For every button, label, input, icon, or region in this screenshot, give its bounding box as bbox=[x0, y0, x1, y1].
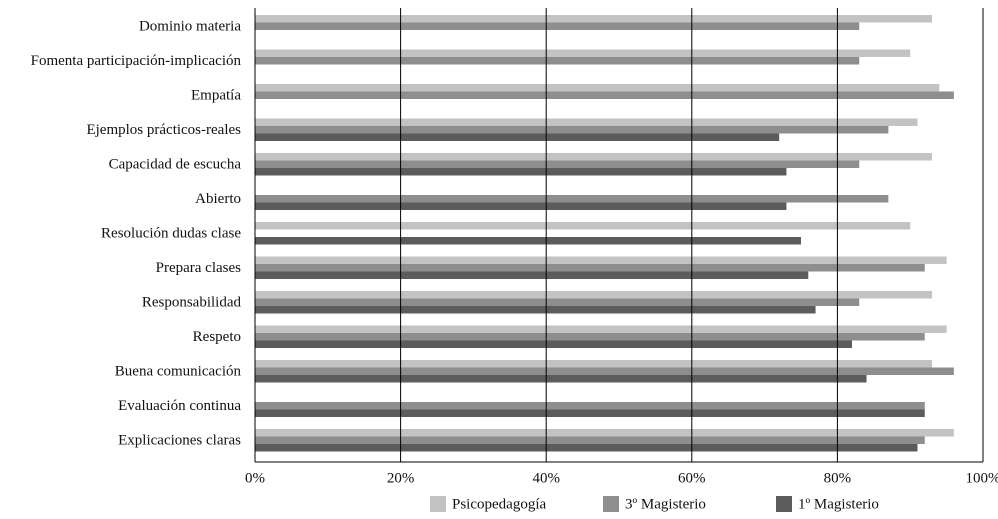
bar bbox=[255, 306, 816, 314]
y-tick-label: Buena comunicación bbox=[115, 363, 242, 379]
bar bbox=[255, 325, 947, 333]
bar bbox=[255, 367, 954, 375]
y-tick-label: Dominio materia bbox=[139, 18, 241, 34]
bar bbox=[255, 222, 911, 230]
x-tick-label: 60% bbox=[678, 470, 706, 486]
y-tick-label: Respeto bbox=[193, 329, 241, 345]
bar bbox=[255, 360, 933, 368]
legend-swatch bbox=[430, 496, 446, 512]
x-tick-label: 100% bbox=[966, 470, 998, 486]
legend-label: Psicopedagogía bbox=[452, 496, 546, 512]
x-tick-label: 40% bbox=[532, 470, 560, 486]
bar bbox=[255, 402, 925, 410]
legend-label: 1º Magisterio bbox=[798, 496, 879, 512]
y-tick-label: Abierto bbox=[195, 191, 241, 207]
bar bbox=[255, 153, 933, 161]
y-tick-label: Ejemplos prácticos-reales bbox=[86, 122, 241, 138]
y-tick-label: Fomenta participación-implicación bbox=[31, 53, 242, 69]
bar bbox=[255, 118, 918, 126]
x-tick-label: 0% bbox=[245, 470, 265, 486]
bar bbox=[255, 91, 954, 99]
bar bbox=[255, 375, 867, 383]
y-tick-label: Resolución dudas clase bbox=[101, 225, 241, 241]
bar bbox=[255, 271, 809, 279]
legend-swatch bbox=[776, 496, 792, 512]
y-tick-label: Capacidad de escucha bbox=[109, 156, 242, 172]
bar bbox=[255, 340, 852, 348]
bar bbox=[255, 444, 918, 452]
bar bbox=[255, 298, 860, 306]
bar bbox=[255, 133, 780, 141]
y-tick-label: Responsabilidad bbox=[142, 294, 242, 310]
y-tick-label: Empatía bbox=[191, 87, 241, 103]
bar bbox=[255, 15, 933, 23]
bar bbox=[255, 202, 787, 210]
bar bbox=[255, 256, 947, 264]
bar bbox=[255, 409, 925, 417]
legend-label: 3º Magisterio bbox=[625, 496, 706, 512]
bar bbox=[255, 22, 860, 30]
bar bbox=[255, 84, 940, 92]
bar bbox=[255, 429, 954, 437]
bar bbox=[255, 264, 925, 272]
x-tick-label: 80% bbox=[824, 470, 852, 486]
bar bbox=[255, 195, 889, 203]
y-tick-label: Explicaciones claras bbox=[118, 432, 241, 448]
bar bbox=[255, 436, 925, 444]
y-tick-label: Evaluación continua bbox=[118, 398, 241, 414]
legend-swatch bbox=[603, 496, 619, 512]
x-tick-label: 20% bbox=[387, 470, 415, 486]
bar bbox=[255, 237, 801, 245]
bar bbox=[255, 126, 889, 134]
y-tick-label: Prepara clases bbox=[156, 260, 242, 276]
bar bbox=[255, 291, 933, 299]
bar bbox=[255, 49, 911, 57]
bar bbox=[255, 333, 925, 341]
bar bbox=[255, 160, 860, 168]
bar bbox=[255, 57, 860, 65]
bar bbox=[255, 168, 787, 176]
